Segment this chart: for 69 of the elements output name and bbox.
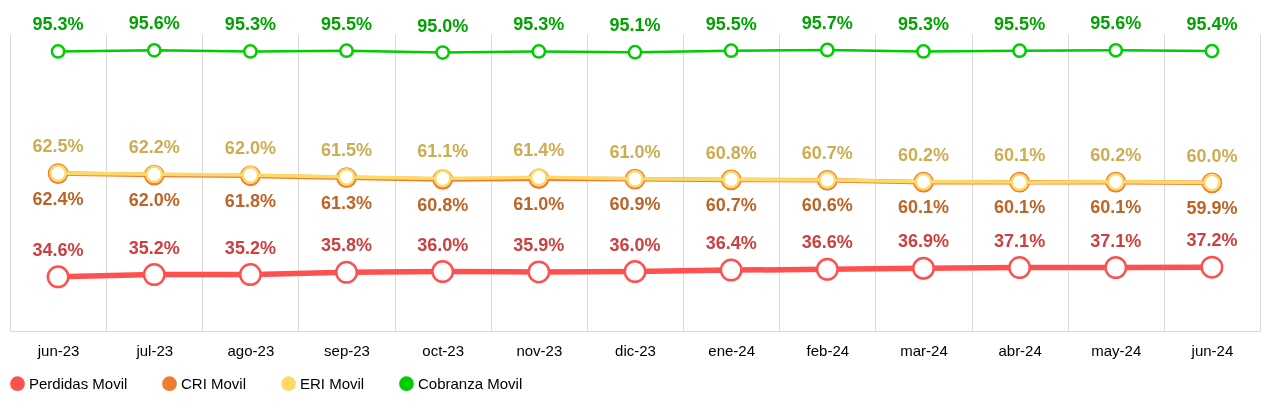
data-label: 36.9% [897, 231, 949, 252]
legend-label: CRI Movil [181, 374, 247, 392]
data-label: 60.1% [897, 197, 949, 218]
data-label: 61.0% [513, 193, 565, 214]
data-label: 62.0% [128, 190, 180, 211]
x-tick-label: oct-23 [422, 341, 465, 359]
data-label: 95.4% [1186, 14, 1238, 35]
data-label: 61.3% [321, 192, 373, 213]
data-label: 60.8% [417, 194, 469, 215]
data-label: 95.1% [609, 15, 661, 36]
data-label: 36.0% [609, 234, 661, 255]
data-label: 34.6% [32, 239, 84, 260]
data-label: 60.7% [705, 194, 757, 215]
data-label: 35.8% [321, 235, 373, 256]
x-tick-label: mar-24 [900, 341, 948, 359]
data-label: 95.6% [1090, 13, 1142, 34]
data-label: 60.0% [1186, 145, 1238, 166]
data-label: 36.4% [705, 233, 757, 254]
data-label: 35.9% [513, 234, 565, 255]
data-label: 60.1% [1090, 197, 1142, 218]
x-tick-label: abr-24 [998, 341, 1042, 359]
data-label: 61.4% [513, 140, 565, 161]
x-tick-label: jun-23 [36, 341, 80, 359]
data-label: 60.9% [609, 194, 661, 215]
data-label: 59.9% [1186, 197, 1238, 218]
data-label: 60.8% [705, 142, 757, 163]
data-label: 95.7% [801, 12, 853, 33]
data-label: 62.2% [128, 137, 180, 158]
data-label: 61.0% [609, 141, 661, 162]
data-label: 37.1% [994, 230, 1046, 251]
x-tick-label: jul-23 [135, 341, 174, 359]
data-label: 60.2% [897, 144, 949, 165]
data-label: 36.6% [801, 232, 853, 253]
x-tick-label: ene-24 [708, 341, 756, 359]
data-label: 37.1% [1090, 230, 1142, 251]
data-label: 60.2% [1090, 144, 1142, 165]
data-label: 95.6% [128, 13, 180, 34]
data-label: 61.8% [224, 190, 276, 211]
legend-label: ERI Movil [300, 374, 365, 392]
data-label: 95.3% [897, 14, 949, 35]
data-label: 95.5% [994, 13, 1046, 34]
x-tick-label: nov-23 [516, 341, 563, 359]
legend-label: Cobranza Movil [418, 374, 523, 392]
data-label: 61.5% [321, 139, 373, 160]
data-label: 62.4% [32, 188, 84, 209]
data-label: 60.1% [994, 145, 1046, 166]
x-tick-label: feb-24 [806, 341, 850, 359]
data-label: 35.2% [128, 237, 180, 258]
data-label: 37.2% [1186, 230, 1238, 251]
x-tick-label: sep-23 [324, 341, 370, 359]
data-label: 61.1% [417, 141, 469, 162]
data-label: 95.0% [417, 15, 469, 36]
data-label: 62.0% [224, 138, 276, 159]
data-label: 36.0% [417, 234, 469, 255]
data-label: 95.3% [32, 14, 84, 35]
data-label: 95.5% [705, 13, 757, 34]
data-label: 35.2% [224, 237, 276, 258]
data-label: 95.3% [513, 14, 565, 35]
data-label: 60.7% [801, 142, 853, 163]
data-label: 60.1% [994, 197, 1046, 218]
data-label: 60.6% [801, 195, 853, 216]
data-label: 95.5% [321, 13, 373, 34]
x-tick-label: dic-23 [615, 341, 656, 359]
data-label: 62.5% [32, 136, 84, 157]
x-tick-label: ago-23 [227, 341, 275, 359]
legend-label: Perdidas Movil [29, 374, 128, 392]
data-label: 95.3% [224, 14, 276, 35]
x-tick-label: may-24 [1091, 341, 1142, 359]
x-tick-label: jun-24 [1190, 341, 1234, 359]
